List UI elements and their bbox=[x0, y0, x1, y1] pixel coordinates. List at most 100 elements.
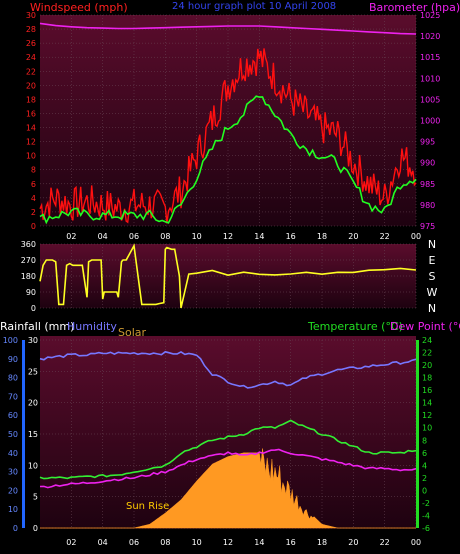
series-layer bbox=[39, 22, 417, 529]
temperature-tick-label: 18 bbox=[422, 374, 432, 383]
legend-rainfall: Rainfall (mm) bbox=[0, 320, 74, 333]
compass-tick-label: E bbox=[429, 254, 436, 267]
temperature-series bbox=[39, 419, 417, 480]
baro-tick-label: 1010 bbox=[420, 74, 440, 83]
wind-tick-label: 30 bbox=[26, 11, 36, 20]
wind-x-tick-label: 20 bbox=[348, 232, 358, 241]
rainfall-tick-label: 30 bbox=[8, 468, 18, 477]
humidity-scale-tick-label: 15 bbox=[28, 430, 38, 439]
wind-direction-series bbox=[39, 243, 417, 309]
wind-tick-label: 6 bbox=[31, 180, 36, 189]
wind-x-tick-label: 02 bbox=[66, 232, 76, 241]
rainfall-tick-label: 90 bbox=[8, 355, 18, 364]
wind-tick-label: 12 bbox=[26, 138, 36, 147]
wind-average-series bbox=[39, 95, 417, 225]
dewpoint-series bbox=[39, 448, 417, 489]
wind-tick-label: 28 bbox=[26, 25, 36, 34]
wind-x-tick-label: 04 bbox=[98, 232, 108, 241]
wind-x-tick-label: 14 bbox=[254, 232, 264, 241]
wind-tick-label: 20 bbox=[26, 81, 36, 90]
wind-x-tick-label: 22 bbox=[380, 232, 390, 241]
baro-tick-label: 1020 bbox=[420, 32, 440, 41]
climate-x-tick-label: 22 bbox=[380, 538, 390, 547]
humidity-series bbox=[39, 350, 417, 389]
humidity-scale-tick-label: 10 bbox=[28, 461, 38, 470]
compass-tick-label: W bbox=[427, 286, 438, 299]
wind-tick-label: 10 bbox=[26, 152, 36, 161]
temperature-tick-label: 6 bbox=[422, 449, 427, 458]
humidity-scale-tick-label: 20 bbox=[28, 399, 38, 408]
wind-tick-label: 8 bbox=[31, 166, 36, 175]
rainfall-tick-label: 50 bbox=[8, 430, 18, 439]
climate-x-tick-label: 04 bbox=[98, 538, 108, 547]
legend-temperature: Temperature (°C) bbox=[307, 320, 403, 333]
wind-x-tick-label: 08 bbox=[160, 232, 170, 241]
windspeed-series bbox=[39, 48, 417, 224]
temperature-tick-label: 4 bbox=[422, 461, 427, 470]
wind-x-tick-label: 16 bbox=[286, 232, 296, 241]
climate-x-tick-label: 20 bbox=[348, 538, 358, 547]
temperature-tick-label: 24 bbox=[422, 336, 432, 345]
sun-rise-annotation: Sun Rise bbox=[126, 501, 169, 512]
compass-tick-label: S bbox=[429, 270, 436, 283]
humidity-scale-tick-label: 30 bbox=[28, 336, 38, 345]
climate-x-tick-label: 00 bbox=[411, 538, 421, 547]
baro-tick-label: 975 bbox=[420, 222, 435, 231]
legend-dewpoint: Dew Point (°C) bbox=[390, 320, 460, 333]
dir-tick-label: 270 bbox=[21, 256, 36, 265]
baro-tick-label: 1025 bbox=[420, 11, 440, 20]
rainfall-tick-label: 60 bbox=[8, 411, 18, 420]
temperature-tick-label: 20 bbox=[422, 361, 432, 370]
temperature-tick-label: 8 bbox=[422, 436, 427, 445]
rainfall-tick-label: 80 bbox=[8, 374, 18, 383]
temperature-tick-label: -4 bbox=[422, 511, 430, 520]
legend-humidity: Humidity bbox=[67, 320, 117, 333]
wind-tick-label: 22 bbox=[26, 67, 36, 76]
compass-tick-label: N bbox=[428, 302, 436, 315]
rainfall-axis-bar bbox=[22, 340, 25, 528]
wind-tick-label: 14 bbox=[26, 124, 36, 133]
temperature-axis-bar bbox=[416, 340, 419, 528]
baro-tick-label: 1000 bbox=[420, 117, 440, 126]
humidity-scale-tick-label: 5 bbox=[33, 493, 38, 502]
wind-x-tick-label: 10 bbox=[192, 232, 202, 241]
climate-x-tick-label: 12 bbox=[223, 538, 233, 547]
temperature-tick-label: 16 bbox=[422, 386, 432, 395]
rainfall-tick-label: 70 bbox=[8, 392, 18, 401]
dir-tick-label: 90 bbox=[26, 288, 36, 297]
wind-x-tick-label: 00 bbox=[411, 232, 421, 241]
temperature-tick-label: -2 bbox=[422, 499, 430, 508]
wind-tick-label: 24 bbox=[26, 53, 36, 62]
baro-tick-label: 995 bbox=[420, 138, 435, 147]
climate-x-tick-label: 02 bbox=[66, 538, 76, 547]
temperature-tick-label: 12 bbox=[422, 411, 432, 420]
dir-tick-label: 0 bbox=[31, 304, 36, 313]
wind-tick-label: 26 bbox=[26, 39, 36, 48]
climate-x-tick-label: 06 bbox=[129, 538, 139, 547]
rainfall-tick-label: 0 bbox=[13, 524, 18, 533]
temperature-tick-label: -6 bbox=[422, 524, 430, 533]
wind-x-tick-label: 12 bbox=[223, 232, 233, 241]
baro-tick-label: 1005 bbox=[420, 95, 440, 104]
baro-tick-label: 1015 bbox=[420, 53, 440, 62]
solar-series bbox=[40, 448, 416, 529]
baro-tick-label: 990 bbox=[420, 159, 435, 168]
wind-tick-label: 2 bbox=[31, 208, 36, 217]
wind-tick-label: 0 bbox=[31, 222, 36, 231]
tick-labels: 0246810121416182022242628309759809859909… bbox=[3, 11, 441, 547]
rainfall-tick-label: 10 bbox=[8, 505, 18, 514]
wind-tick-label: 4 bbox=[31, 194, 36, 203]
baro-tick-label: 985 bbox=[420, 180, 435, 189]
climate-x-tick-label: 14 bbox=[254, 538, 264, 547]
climate-x-tick-label: 16 bbox=[286, 538, 296, 547]
temperature-tick-label: 14 bbox=[422, 399, 432, 408]
wind-x-tick-label: 18 bbox=[317, 232, 327, 241]
baro-tick-label: 980 bbox=[420, 201, 435, 210]
temperature-tick-label: 10 bbox=[422, 424, 432, 433]
wind-tick-label: 18 bbox=[26, 95, 36, 104]
climate-x-tick-label: 08 bbox=[160, 538, 170, 547]
rainfall-tick-label: 20 bbox=[8, 486, 18, 495]
wind-tick-label: 16 bbox=[26, 109, 36, 118]
